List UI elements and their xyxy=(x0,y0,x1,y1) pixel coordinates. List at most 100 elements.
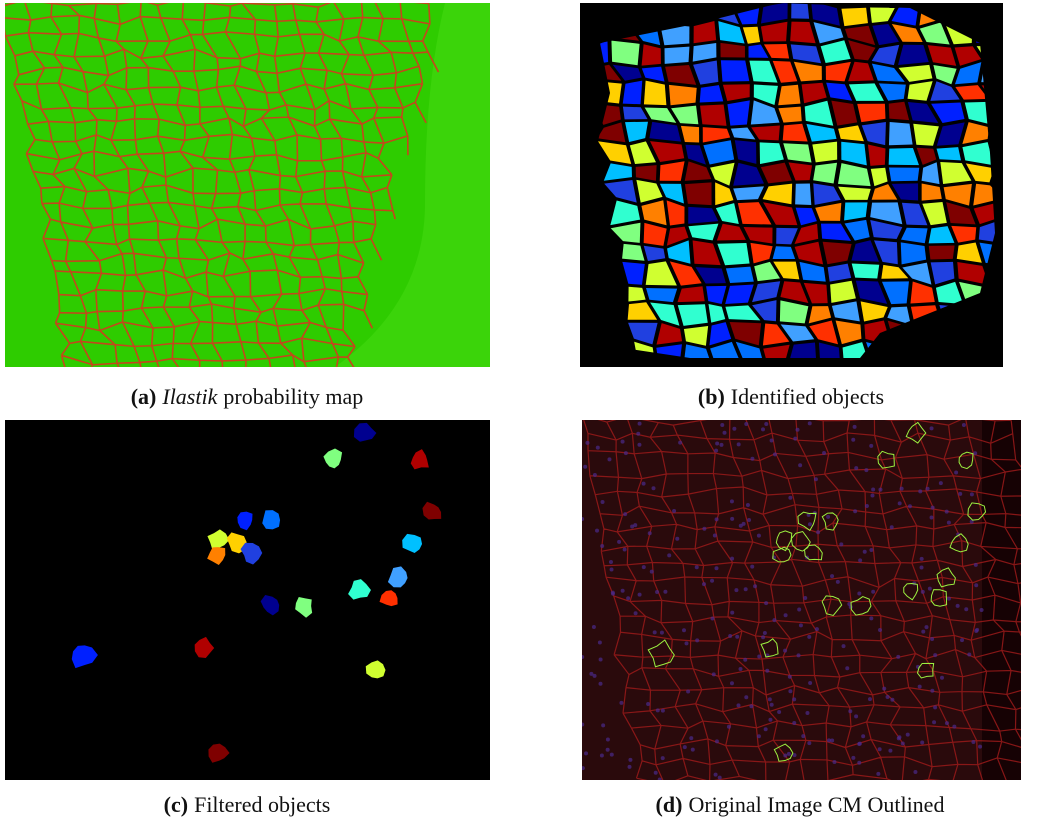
nucleus xyxy=(765,669,769,673)
nucleus xyxy=(980,608,984,612)
nucleus xyxy=(628,758,632,762)
nucleus xyxy=(933,653,937,657)
nucleus xyxy=(661,756,665,760)
filtered-objects-image xyxy=(5,420,490,780)
nucleus xyxy=(750,457,754,461)
nucleus xyxy=(857,592,861,596)
nucleus xyxy=(792,697,796,701)
nucleus xyxy=(932,720,936,724)
caption-text: probability map xyxy=(223,384,363,409)
object xyxy=(665,47,690,64)
object xyxy=(669,85,697,105)
nucleus xyxy=(713,534,717,538)
nucleus xyxy=(851,756,855,760)
nucleus xyxy=(878,628,882,632)
nucleus xyxy=(732,427,736,431)
nucleus xyxy=(715,739,719,743)
nucleus xyxy=(898,501,902,505)
nucleus xyxy=(803,596,807,600)
nucleus xyxy=(832,760,836,764)
object xyxy=(898,45,929,65)
nucleus xyxy=(744,587,748,591)
nucleus xyxy=(933,705,937,709)
nucleus xyxy=(589,672,593,676)
nucleus xyxy=(720,423,724,427)
caption-label: (a) xyxy=(131,384,157,409)
nucleus xyxy=(750,565,754,569)
nucleus xyxy=(901,742,905,746)
nucleus xyxy=(734,588,738,592)
background xyxy=(5,420,490,780)
nucleus xyxy=(967,653,971,657)
nucleus xyxy=(886,695,890,699)
nucleus xyxy=(853,425,857,429)
nucleus xyxy=(947,597,951,601)
nucleus xyxy=(596,446,600,450)
nucleus xyxy=(799,623,803,627)
nucleus xyxy=(807,635,811,639)
nucleus xyxy=(661,709,665,713)
object xyxy=(929,245,955,259)
nucleus xyxy=(695,565,699,569)
nucleus xyxy=(623,547,627,551)
nucleus xyxy=(684,641,688,645)
nucleus xyxy=(636,432,640,436)
caption: (a)Ilastikprobability map xyxy=(131,384,364,410)
nucleus xyxy=(960,638,964,642)
nucleus xyxy=(822,451,826,455)
object xyxy=(812,142,837,163)
object xyxy=(623,81,643,105)
nucleus xyxy=(974,563,978,567)
nucleus xyxy=(642,482,646,486)
nucleus xyxy=(845,666,849,670)
nucleus xyxy=(634,611,638,615)
nucleus xyxy=(606,748,610,752)
caption: (b)Identified objects xyxy=(698,384,884,410)
nucleus xyxy=(878,747,882,751)
nucleus xyxy=(642,565,646,569)
nucleus xyxy=(628,765,632,769)
nucleus xyxy=(964,607,968,611)
nucleus xyxy=(626,596,630,600)
nucleus xyxy=(653,630,657,634)
nucleus xyxy=(682,628,686,632)
nucleus xyxy=(918,489,922,493)
caption: (c)Filtered objects xyxy=(164,792,331,818)
nucleus xyxy=(675,537,679,541)
object xyxy=(813,163,837,184)
identified-objects-image xyxy=(580,3,1003,367)
nucleus xyxy=(648,531,652,535)
nucleus xyxy=(610,567,614,571)
nucleus xyxy=(753,584,757,588)
caption-label: (b) xyxy=(698,384,725,409)
nucleus xyxy=(900,487,904,491)
nucleus xyxy=(651,486,655,490)
nucleus xyxy=(672,509,676,513)
nucleus xyxy=(689,736,693,740)
nucleus xyxy=(749,704,753,708)
nucleus xyxy=(826,515,830,519)
nucleus xyxy=(710,579,714,583)
nucleus xyxy=(583,465,587,469)
caption-text: Ilastik xyxy=(162,384,217,409)
nucleus xyxy=(787,752,791,756)
nucleus xyxy=(930,515,934,519)
nucleus xyxy=(947,521,951,525)
outlined-original-image xyxy=(582,420,1021,780)
object xyxy=(889,167,919,181)
nucleus xyxy=(807,741,811,745)
nucleus xyxy=(848,709,852,713)
nucleus xyxy=(712,672,716,676)
nucleus xyxy=(777,710,781,714)
nucleus xyxy=(830,574,834,578)
caption-label: (c) xyxy=(164,792,188,817)
nucleus xyxy=(761,427,765,431)
nucleus xyxy=(686,689,690,693)
caption-text: Identified objects xyxy=(731,384,884,409)
nucleus xyxy=(797,653,801,657)
nucleus xyxy=(945,510,949,514)
nucleus xyxy=(667,553,671,557)
nucleus xyxy=(718,776,722,780)
nucleus xyxy=(746,503,750,507)
nucleus xyxy=(609,560,613,564)
